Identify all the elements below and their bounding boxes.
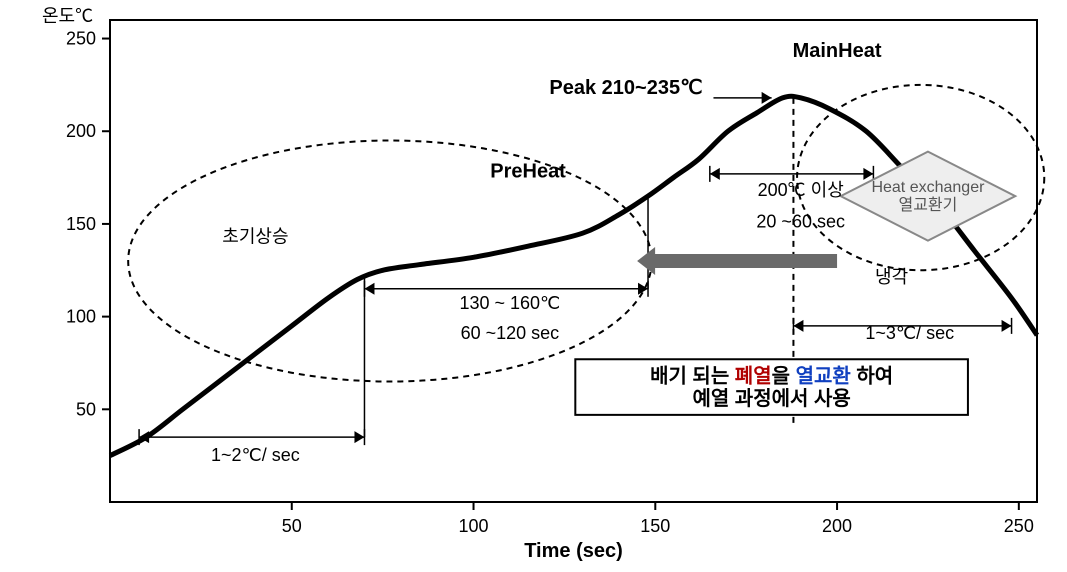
svg-text:100: 100 [459,516,489,536]
mainheat-title: MainHeat [793,40,882,62]
reflow-profile-chart: 50 100 150 200 250 50 100 150 200 250 온도℃ Time (… [0,0,1067,572]
callout-l1-c: 을 [772,365,796,388]
preheat-title: PreHeat [490,161,566,183]
svg-text:50: 50 [282,516,302,536]
y-axis-ticks: 50 100 150 200 250 [66,29,110,420]
initial-rise-label: 초기상승 [222,226,288,246]
x-axis-ticks: 50 100 150 200 250 [282,502,1034,536]
callout-line2: 예열 과정에서 사용 [692,387,850,410]
callout-line1: 배기 되는 폐열을 열교환 하여 [650,365,893,388]
svg-text:200: 200 [822,516,852,536]
svg-text:150: 150 [66,214,96,234]
svg-text:100: 100 [66,307,96,327]
preheat-temp-label: 130 ~ 160℃ [459,293,560,313]
x-axis-title: Time (sec) [524,540,623,562]
mainheat-temp-label: 200℃ 이상 [758,180,844,200]
cooling-label: 냉각 [875,267,908,287]
diamond-label-en: Heat exchanger [871,179,985,196]
initial-rate-label: 1~2℃/ sec [211,445,300,465]
callout-l1-b: 폐열 [735,365,772,388]
svg-text:200: 200 [66,121,96,141]
cooling-rate-label: 1~3℃/ sec [865,323,954,343]
callout-l1-d: 열교환 [796,365,852,388]
peak-label: Peak 210~235℃ [549,77,702,99]
preheat-time-label: 60 ~120 sec [461,323,560,343]
svg-text:250: 250 [1004,516,1034,536]
svg-text:50: 50 [76,399,96,419]
callout-l1-a: 배기 되는 [650,365,735,388]
callout-l1-e: 하여 [851,365,893,388]
heat-recovery-arrow [637,247,837,275]
y-axis-title: 온도℃ [42,6,93,26]
diamond-label-ko: 열교환기 [898,196,957,214]
svg-text:150: 150 [640,516,670,536]
svg-text:250: 250 [66,29,96,49]
mainheat-time-label: 20 ~60 sec [756,212,845,232]
